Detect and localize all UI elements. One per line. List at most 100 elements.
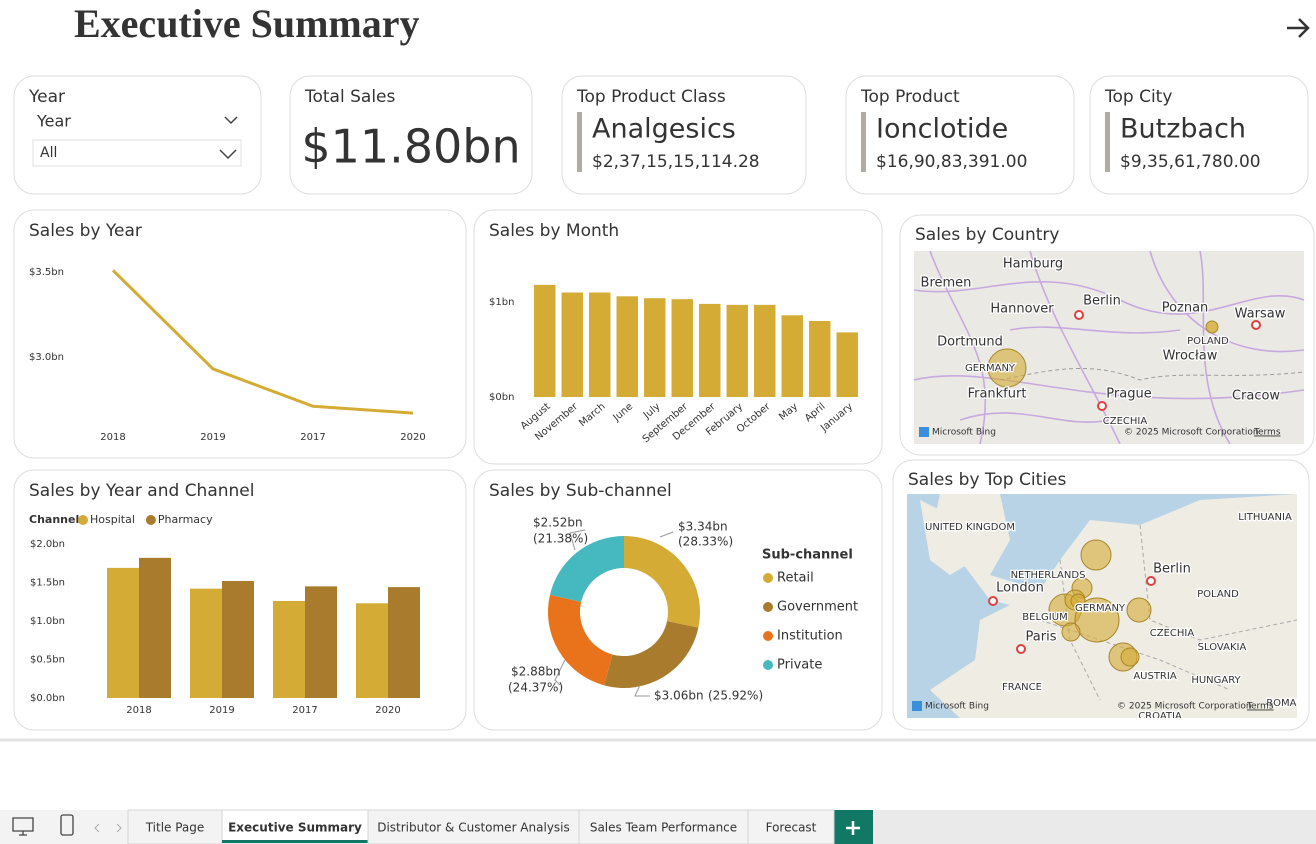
map-label: Berlin — [1153, 562, 1191, 577]
map-bubble[interactable] — [1070, 593, 1086, 609]
bar — [726, 304, 748, 397]
card-title: Top City — [1104, 87, 1172, 107]
tab-label[interactable]: Title Page — [145, 821, 205, 835]
map-bubble[interactable] — [1120, 647, 1140, 667]
page-tab[interactable] — [578, 809, 749, 844]
map-logo: Microsoft Bing — [925, 702, 989, 712]
data-label: $2.88bn — [511, 665, 561, 679]
map-label: ROMANIA — [1266, 698, 1314, 709]
page-tab[interactable] — [221, 809, 369, 844]
card-value: $11.80bn — [301, 120, 520, 174]
map-island — [920, 500, 975, 575]
map-label: Frankfurt — [968, 387, 1027, 402]
map-label: Hannover — [990, 302, 1054, 317]
leader-line — [659, 531, 674, 538]
legend-label: Government — [777, 600, 858, 615]
page-tab[interactable] — [747, 809, 835, 844]
tab-label[interactable]: Executive Summary — [228, 821, 362, 835]
capital-dot — [1146, 576, 1156, 586]
y-tick-label: $0.5bn — [30, 655, 65, 666]
x-tick-label: 2017 — [292, 705, 317, 716]
map-border — [999, 368, 1304, 381]
y-tick-label: $1bn — [489, 297, 514, 308]
tab-scroll[interactable] — [94, 823, 122, 833]
map-terms[interactable]: Terms — [1253, 428, 1281, 438]
data-label: (24.37%) — [508, 681, 563, 695]
donut-slice — [604, 621, 699, 688]
map-bubble[interactable] — [1074, 597, 1120, 643]
panel — [289, 75, 533, 195]
bar — [139, 557, 171, 698]
tab-label[interactable]: Forecast — [766, 821, 817, 835]
bar — [644, 298, 666, 397]
map-label: POLAND — [1197, 589, 1239, 600]
slicer-header: Year — [36, 112, 71, 131]
tab-label[interactable]: Sales Team Performance — [590, 821, 737, 835]
desktop-icon[interactable] — [12, 817, 34, 836]
y-tick-label: $0.0bn — [30, 693, 65, 704]
legend-dot — [78, 515, 88, 525]
map-label: SLOVAKIA — [1198, 642, 1247, 653]
map-attribution: © 2025 Microsoft Corporation — [1117, 702, 1252, 712]
leader-line — [634, 684, 650, 697]
map-bubble[interactable] — [1205, 320, 1219, 334]
tab-label[interactable]: Distributor & Customer Analysis — [377, 821, 570, 835]
map-bubble[interactable] — [1080, 539, 1112, 571]
donut-slice — [624, 536, 700, 628]
bar — [836, 332, 858, 397]
card-value: $16,90,83,391.00 — [876, 152, 1027, 172]
map-label: BELGIUM — [1022, 612, 1067, 623]
capital-dot — [988, 596, 998, 606]
chart-title: Sales by Month — [489, 221, 619, 241]
legend-label: Private — [777, 658, 822, 673]
capital-dot — [1097, 401, 1107, 411]
legend-dot — [763, 602, 773, 612]
card-name: Analgesics — [592, 114, 736, 145]
map-label: FRANCE — [1002, 682, 1042, 693]
map-bubble[interactable] — [987, 348, 1027, 388]
card-name: Ionclotide — [876, 114, 1008, 145]
y-tick-label: $2.0bn — [30, 539, 65, 550]
legend-dot — [763, 631, 773, 641]
map-label: CROATIA — [1138, 711, 1182, 722]
legend-dot — [145, 515, 156, 525]
map-bubble[interactable] — [1061, 622, 1081, 642]
map-label: LITHUANIA — [1238, 512, 1292, 523]
card-title: Top Product — [860, 87, 960, 107]
map-label: CZECHIA — [1150, 628, 1195, 639]
y-tick-label: $1.5bn — [30, 578, 65, 589]
dropdown-chevron[interactable] — [219, 149, 237, 160]
map-terms[interactable]: Terms — [1246, 702, 1274, 712]
map-land — [914, 251, 1304, 444]
map-label: CZECHIA — [1103, 416, 1148, 427]
panel — [13, 209, 467, 459]
card-title: Total Sales — [304, 87, 395, 107]
map-label: GERMANY — [1075, 603, 1126, 614]
bar — [589, 292, 611, 397]
legend-title: Channel — [29, 513, 79, 526]
map-label: London — [996, 581, 1044, 596]
bar — [534, 284, 556, 397]
bing-logo — [912, 701, 922, 711]
tab-underline — [222, 840, 368, 843]
y-tick-label: $1.0bn — [30, 616, 65, 627]
x-tick-label: 2018 — [100, 432, 125, 443]
bar — [754, 304, 776, 397]
page-tab[interactable] — [367, 809, 580, 844]
map-label: Wrocław — [1163, 349, 1218, 364]
map-bubble[interactable] — [1126, 597, 1152, 623]
dropdown-chevron[interactable] — [224, 116, 238, 125]
y-tick-label: $3.0bn — [29, 352, 64, 363]
donut-slice — [549, 536, 624, 603]
next-arrow[interactable] — [1287, 18, 1310, 38]
mobile-icon[interactable] — [60, 814, 74, 836]
card-accent — [577, 112, 582, 172]
page-tab[interactable] — [127, 809, 223, 844]
capital-dot — [1251, 320, 1261, 330]
bar — [356, 603, 388, 698]
slicer-title: Year — [28, 87, 65, 107]
card-value: $9,35,61,780.00 — [1120, 152, 1261, 172]
card-title: Top Product Class — [576, 87, 726, 107]
dropdown-box[interactable] — [32, 139, 242, 167]
